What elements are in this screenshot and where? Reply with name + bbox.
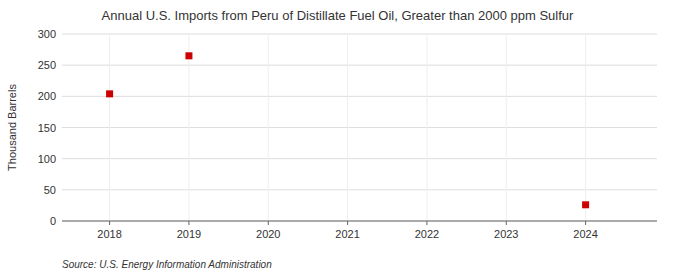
points: [106, 52, 589, 208]
x-tick-label: 2019: [177, 228, 201, 240]
grid: [62, 34, 657, 221]
y-tick-label: 250: [38, 59, 56, 71]
data-point: [582, 201, 589, 208]
x-tick: [109, 221, 110, 225]
data-point: [106, 90, 113, 97]
y-grid-line: [62, 34, 657, 35]
y-grid-line: [62, 158, 657, 159]
y-tick-label: 300: [38, 28, 56, 40]
y-grid-line: [62, 96, 657, 97]
x-tick-label: 2018: [97, 228, 121, 240]
x-tick-label: 2021: [335, 228, 359, 240]
y-tick-label: 50: [44, 184, 56, 196]
x-tick-label: 2022: [415, 228, 439, 240]
x-grid-line: [506, 34, 507, 221]
x-tick: [347, 221, 348, 225]
y-grid-line: [62, 189, 657, 190]
data-point: [185, 52, 192, 59]
y-grid-line: [62, 127, 657, 128]
x-grid-line: [347, 34, 348, 221]
x-grid-line: [426, 34, 427, 221]
x-tick: [188, 221, 189, 225]
x-axis: 2018 2019 2020 2021 2022 2023 2024: [97, 221, 597, 240]
x-grid-line: [109, 34, 110, 221]
y-grid-line: [62, 221, 657, 222]
x-tick: [426, 221, 427, 225]
y-axis-label: Thousand Barrels: [6, 84, 18, 171]
y-tick-label: 100: [38, 153, 56, 165]
x-tick: [506, 221, 507, 225]
y-grid-line: [62, 65, 657, 66]
x-grid-line: [585, 34, 586, 221]
y-tick-label: 150: [38, 122, 56, 134]
chart-container: 2018 2019 2020 2021 2022 2023 2024 0 50 100 150 200…: [0, 0, 675, 275]
y-tick-label: 0: [50, 215, 56, 227]
x-tick-label: 2023: [494, 228, 518, 240]
chart-svg: 2018 2019 2020 2021 2022 2023 2024 0 50 100 150 200…: [0, 0, 675, 275]
y-axis: 0 50 100 150 200 250 300: [38, 28, 56, 227]
x-grid-line: [188, 34, 189, 221]
x-tick-label: 2024: [573, 228, 597, 240]
x-tick: [268, 221, 269, 225]
x-tick-label: 2020: [256, 228, 280, 240]
x-tick: [585, 221, 586, 225]
chart-title: Annual U.S. Imports from Peru of Distill…: [102, 8, 574, 23]
x-axis-line: [62, 221, 657, 222]
y-tick-label: 200: [38, 90, 56, 102]
x-grid-line: [268, 34, 269, 221]
source-note: Source: U.S. Energy Information Administ…: [62, 259, 272, 270]
